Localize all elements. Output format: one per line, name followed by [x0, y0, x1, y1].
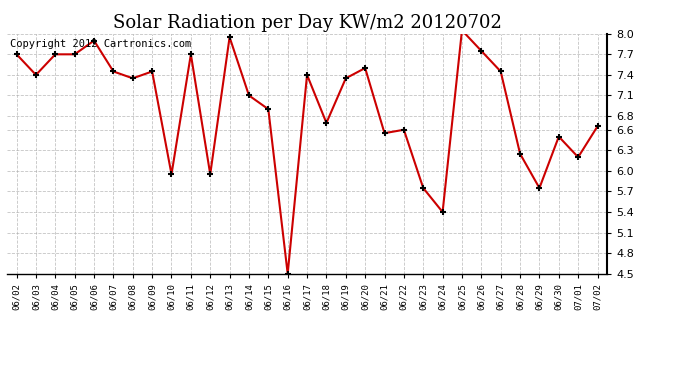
Text: Copyright 2012 Cartronics.com: Copyright 2012 Cartronics.com	[10, 39, 191, 48]
Title: Solar Radiation per Day KW/m2 20120702: Solar Radiation per Day KW/m2 20120702	[112, 14, 502, 32]
